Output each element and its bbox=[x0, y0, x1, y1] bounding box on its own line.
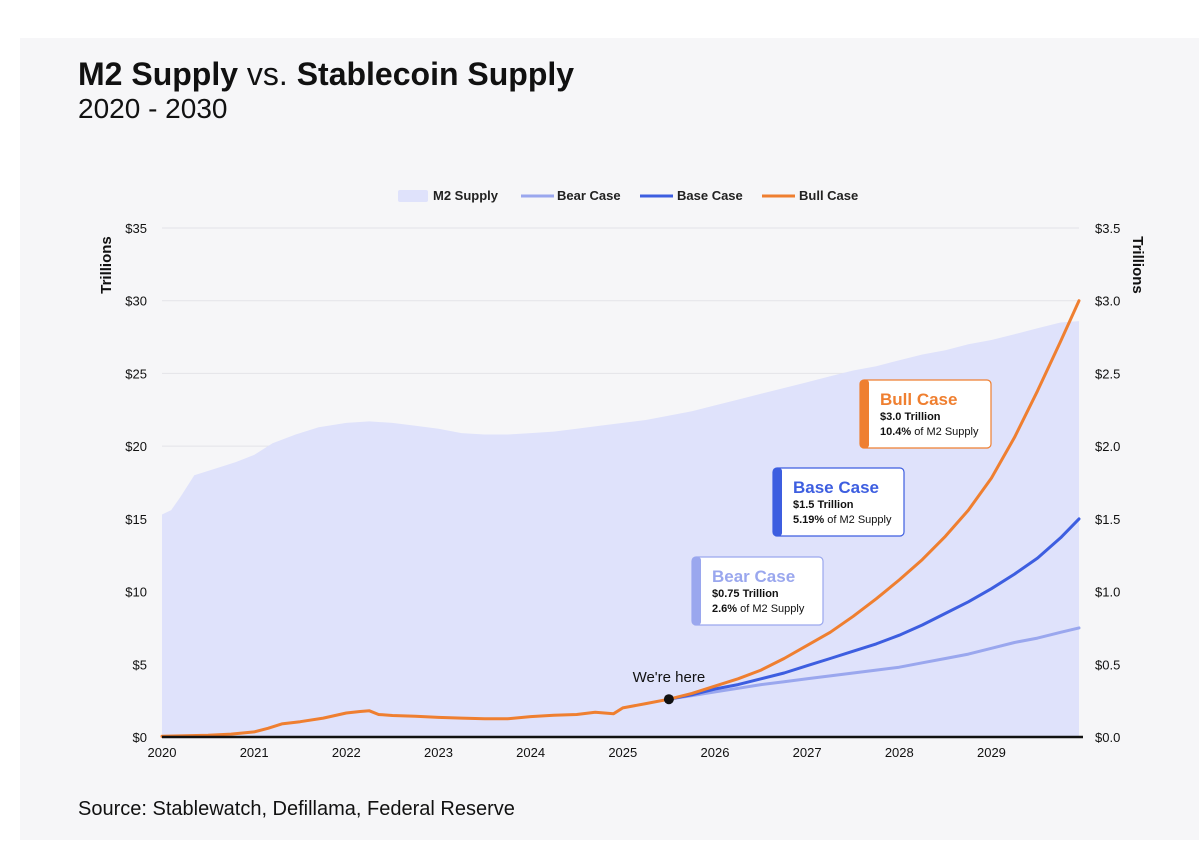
callout-share: 10.4% of M2 Supply bbox=[880, 426, 979, 438]
callout-share: 5.19% of M2 Supply bbox=[793, 514, 892, 526]
x-tick-label: 2026 bbox=[701, 745, 730, 760]
historical-stablecoin-line bbox=[160, 697, 671, 738]
legend-label: M2 Supply bbox=[433, 188, 499, 203]
bull-case-line bbox=[667, 299, 1081, 701]
bull-case-callout: Bull Case $3.0 Trillion 10.4% of M2 Supply bbox=[859, 379, 992, 449]
y-left-tick-label: $15 bbox=[125, 512, 147, 527]
x-tick-label: 2027 bbox=[793, 745, 822, 760]
callout-share-percent: 10.4% bbox=[880, 426, 911, 438]
callout-share-text: of M2 Supply bbox=[911, 426, 979, 438]
x-tick-label: 2020 bbox=[148, 745, 177, 760]
title-m2-supply: M2 Supply bbox=[78, 56, 239, 92]
y-right-tick-label: $2.5 bbox=[1095, 366, 1120, 381]
source-note: Source: Stablewatch, Defillama, Federal … bbox=[78, 798, 515, 820]
y-right-tick-label: $3.0 bbox=[1095, 294, 1120, 309]
callout-value: $3.0 Trillion bbox=[880, 411, 941, 423]
bear-case-line bbox=[667, 626, 1081, 701]
callout-value: $1.5 Trillion bbox=[793, 499, 854, 511]
m2-supply-area bbox=[162, 321, 1079, 737]
title-stablecoin-supply: Stablecoin Supply bbox=[296, 56, 575, 92]
callout-share: 2.6% of M2 Supply bbox=[712, 603, 805, 615]
x-tick-label: 2022 bbox=[332, 745, 361, 760]
y-left-tick-label: $0 bbox=[133, 730, 147, 745]
base-case-line bbox=[667, 517, 1081, 701]
m2-area-layer bbox=[162, 321, 1079, 737]
x-tick-label: 2024 bbox=[516, 745, 545, 760]
y-left-tick-label: $20 bbox=[125, 439, 147, 454]
y-left-tick-label: $10 bbox=[125, 585, 147, 600]
x-tick-label: 2021 bbox=[240, 745, 269, 760]
callout-accent-bar bbox=[860, 380, 869, 448]
callout-title: Bull Case bbox=[880, 390, 957, 409]
legend: M2 Supply Bear Case Base Case Bull Case bbox=[398, 188, 858, 203]
y-right-tick-label: $0.5 bbox=[1095, 657, 1120, 672]
callout-share-text: of M2 Supply bbox=[737, 603, 805, 615]
y-left-tick-label: $35 bbox=[125, 221, 147, 236]
x-tick-label: 2028 bbox=[885, 745, 914, 760]
x-tick-label: 2025 bbox=[608, 745, 637, 760]
were-here-label: We're here bbox=[633, 669, 706, 686]
callout-accent-bar bbox=[692, 557, 701, 625]
title-vs: vs. bbox=[246, 56, 288, 92]
y-right-tick-label: $0.0 bbox=[1095, 730, 1120, 745]
y-right-tick-label: $3.5 bbox=[1095, 221, 1120, 236]
legend-swatch-m2 bbox=[398, 190, 428, 202]
y-right-axis-title: Trillions bbox=[1129, 236, 1146, 294]
were-here-marker bbox=[663, 694, 674, 705]
callout-share-text: of M2 Supply bbox=[824, 514, 892, 526]
series-lines-layer bbox=[160, 299, 1081, 738]
y-left-tick-label: $5 bbox=[133, 657, 147, 672]
callout-share-percent: 2.6% bbox=[712, 603, 737, 615]
axes: $0 $0.0 $5 $0.5 $10 $1.0 $15 $1.5 $20 $2.0 $25 $2.5… bbox=[98, 221, 1146, 760]
y-left-axis-title: Trillions bbox=[98, 236, 115, 294]
callout-title: Bear Case bbox=[712, 567, 795, 586]
callout-share-percent: 5.19% bbox=[793, 514, 824, 526]
y-right-tick-label: $1.0 bbox=[1095, 585, 1120, 600]
annotations: We're here Bull Case $3.0 Trillion 10.4% of… bbox=[633, 379, 992, 705]
legend-label: Bull Case bbox=[799, 188, 858, 203]
callout-accent-bar bbox=[773, 468, 782, 536]
chart-title: M2 Supply vs. Stablecoin Supply bbox=[78, 56, 574, 92]
x-tick-label: 2029 bbox=[977, 745, 1006, 760]
y-right-tick-label: $1.5 bbox=[1095, 512, 1120, 527]
y-right-tick-label: $2.0 bbox=[1095, 439, 1120, 454]
y-left-tick-label: $25 bbox=[125, 366, 147, 381]
base-case-callout: Base Case $1.5 Trillion 5.19% of M2 Supply bbox=[772, 467, 905, 537]
x-tick-label: 2023 bbox=[424, 745, 453, 760]
y-left-tick-label: $30 bbox=[125, 294, 147, 309]
legend-label: Base Case bbox=[677, 188, 743, 203]
legend-label: Bear Case bbox=[557, 188, 621, 203]
chart-subtitle: 2020 - 2030 bbox=[78, 93, 228, 124]
callout-title: Base Case bbox=[793, 478, 879, 497]
callout-value: $0.75 Trillion bbox=[712, 588, 779, 600]
bear-case-callout: Bear Case $0.75 Trillion 2.6% of M2 Supply bbox=[691, 556, 824, 626]
